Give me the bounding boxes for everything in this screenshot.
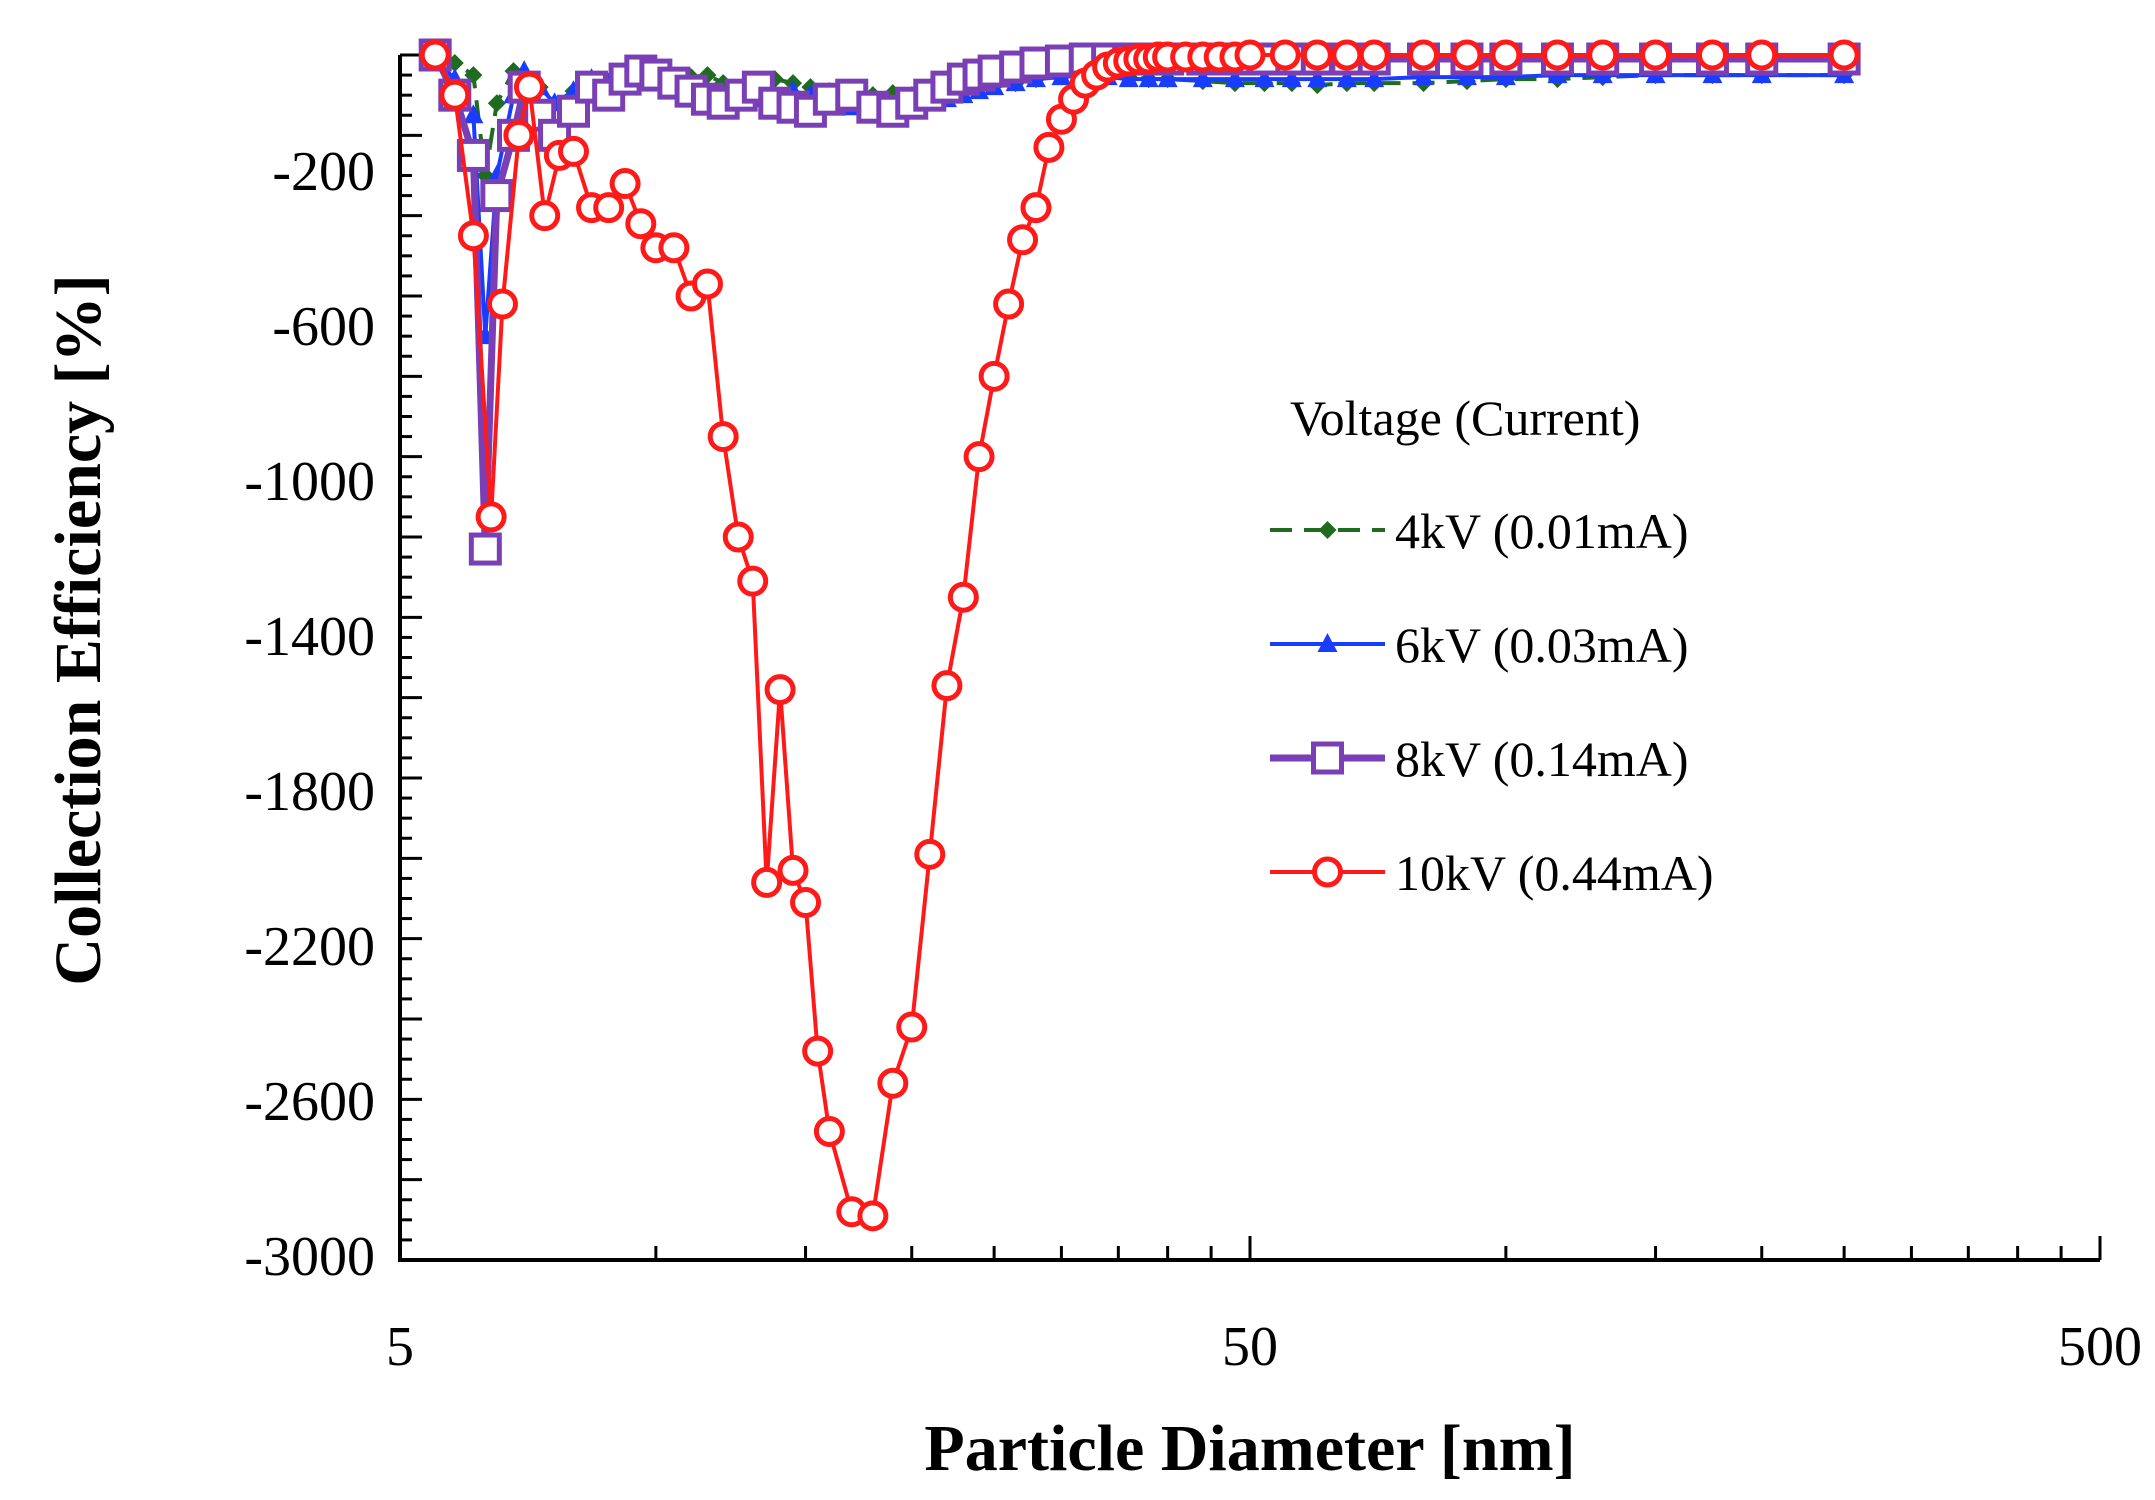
- x-tick-label: 50: [1222, 1316, 1278, 1378]
- data-point-circle: [486, 288, 518, 320]
- legend-swatches: [1270, 521, 1385, 888]
- data-point-circle: [558, 135, 590, 167]
- data-point-circle: [1587, 39, 1619, 71]
- data-point-circle: [1408, 39, 1440, 71]
- y-tick-label: -600: [272, 296, 375, 358]
- y-tick-label: -200: [272, 141, 375, 203]
- data-point-circle: [658, 232, 690, 264]
- legend-label: 4kV (0.01mA): [1395, 503, 1689, 559]
- data-point-circle: [722, 521, 754, 553]
- data-point-circle: [914, 838, 946, 870]
- data-point-circle: [1358, 39, 1390, 71]
- legend: Voltage (Current) 4kV (0.01mA) 6kV (0.03…: [1270, 390, 1714, 901]
- data-point-square: [480, 179, 514, 213]
- x-tick-label: 500: [2058, 1316, 2142, 1378]
- data-point-triangle: [463, 104, 484, 124]
- data-point-circle: [1020, 192, 1052, 224]
- axes-layer: [398, 53, 2102, 1262]
- series-layer: [418, 38, 1861, 1232]
- series-line: [433, 57, 1845, 339]
- y-tick-label: -2200: [244, 916, 375, 978]
- data-point-circle: [877, 1067, 909, 1099]
- y-tick-labels: -200 -600 -1000 -1400 -1800 -2200 -2600 …: [244, 141, 375, 1288]
- data-point-circle: [1696, 39, 1728, 71]
- data-point-circle: [857, 1200, 889, 1232]
- data-point-triangle: [1456, 66, 1477, 86]
- data-point-circle: [1541, 39, 1573, 71]
- y-tick-label: -1800: [244, 761, 375, 823]
- data-point-circle: [513, 71, 545, 103]
- legend-marker-triangle: [1317, 633, 1338, 652]
- data-point-circle: [737, 565, 769, 597]
- y-tick-label: -1000: [244, 451, 375, 513]
- data-point-diamond: [487, 94, 506, 113]
- data-point-triangle: [1157, 68, 1178, 88]
- data-point-circle: [802, 1035, 834, 1067]
- y-tick-label: -2600: [244, 1071, 375, 1133]
- data-point-triangle: [1224, 68, 1245, 88]
- data-point-circle: [978, 360, 1010, 392]
- data-point-triangle: [1192, 68, 1213, 88]
- data-point-triangle: [1281, 68, 1302, 88]
- data-point-circle: [475, 501, 507, 533]
- data-point-circle: [457, 220, 489, 252]
- data-point-circle: [1490, 39, 1522, 71]
- data-point-circle: [503, 119, 535, 151]
- data-point-triangle: [1413, 66, 1434, 86]
- data-point-circle: [764, 674, 796, 706]
- data-point-circle: [963, 441, 995, 473]
- data-point-circle: [896, 1011, 928, 1043]
- data-point-circle: [947, 581, 979, 613]
- data-point-circle: [529, 200, 561, 232]
- data-point-circle: [593, 192, 625, 224]
- data-point-triangle: [1118, 68, 1139, 88]
- data-point-circle: [1828, 39, 1860, 71]
- data-point-circle: [609, 168, 641, 200]
- data-point-circle: [691, 268, 723, 300]
- data-point-circle: [1451, 39, 1483, 71]
- data-point-circle: [751, 866, 783, 898]
- data-point-triangle: [1307, 68, 1328, 88]
- data-point-circle: [419, 39, 451, 71]
- data-point-triangle: [1254, 68, 1275, 88]
- data-point-circle: [777, 854, 809, 886]
- data-point-circle: [439, 79, 471, 111]
- data-point-circle: [1640, 39, 1672, 71]
- legend-label: 8kV (0.14mA): [1395, 731, 1689, 787]
- data-point-circle: [813, 1115, 845, 1147]
- data-point-circle: [931, 670, 963, 702]
- x-tick-label: 5: [386, 1316, 414, 1378]
- data-point-circle: [993, 288, 1025, 320]
- legend-label: 6kV (0.03mA): [1395, 617, 1689, 673]
- data-point-triangle: [1336, 68, 1357, 88]
- data-point-square: [468, 532, 502, 566]
- data-point-circle: [1007, 224, 1039, 256]
- data-point-triangle: [1495, 66, 1516, 86]
- data-point-triangle: [1138, 68, 1159, 88]
- data-point-circle: [1269, 39, 1301, 71]
- y-tick-label: -1400: [244, 606, 375, 668]
- legend-title: Voltage (Current): [1290, 390, 1640, 446]
- data-point-circle: [790, 887, 822, 919]
- data-point-circle: [625, 208, 657, 240]
- x-tick-labels: 5 50 500: [386, 1316, 2142, 1378]
- data-point-triangle: [1364, 68, 1385, 88]
- data-point-circle: [1746, 39, 1778, 71]
- data-point-circle: [1033, 131, 1065, 163]
- data-point-circle: [1301, 39, 1333, 71]
- legend-marker-circle: [1312, 856, 1343, 888]
- series-line: [432, 53, 1845, 553]
- legend-label: 10kV (0.44mA): [1395, 845, 1714, 901]
- data-point-circle: [1234, 39, 1266, 71]
- legend-marker-square: [1311, 741, 1344, 775]
- data-point-circle: [707, 421, 739, 453]
- x-axis-title: Particle Diameter [nm]: [924, 1412, 1575, 1485]
- y-tick-label: -3000: [244, 1226, 375, 1288]
- y-axis-title: Collection Efficiency [%]: [42, 274, 115, 985]
- legend-marker-diamond: [1318, 521, 1337, 539]
- data-point-circle: [1331, 39, 1363, 71]
